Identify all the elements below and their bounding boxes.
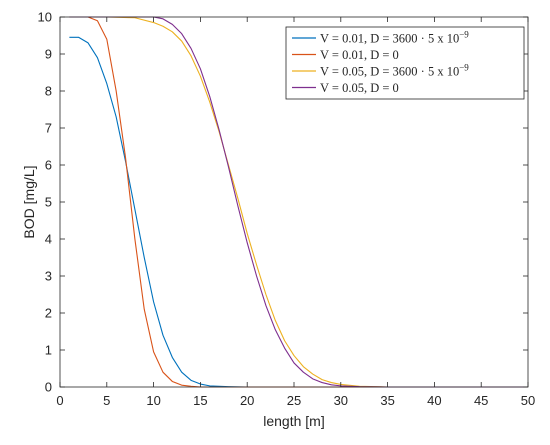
- legend-entry-1: V = 0.01, D = 3600 · 5 x 10−9: [320, 30, 469, 46]
- x-tick-label: 25: [287, 393, 301, 408]
- y-tick-label: 0: [45, 380, 52, 395]
- x-tick-label: 15: [193, 393, 207, 408]
- y-tick-label: 8: [45, 84, 52, 99]
- y-tick-label: 2: [45, 306, 52, 321]
- y-tick-label: 10: [38, 10, 52, 25]
- y-axis-label: BOD [mg/L]: [21, 165, 37, 238]
- y-tick-label: 6: [45, 158, 52, 173]
- x-tick-label: 45: [474, 393, 488, 408]
- legend-superscript: −9: [459, 30, 469, 40]
- x-axis-label: length [m]: [263, 413, 324, 429]
- legend-entry-2: V = 0.01, D = 0: [320, 48, 399, 62]
- x-tick-label: 35: [380, 393, 394, 408]
- y-tick-label: 4: [45, 232, 52, 247]
- x-tick-label: 5: [103, 393, 110, 408]
- y-tick-label: 9: [45, 47, 52, 62]
- x-tick-label: 50: [521, 393, 535, 408]
- legend-entry-4: V = 0.05, D = 0: [320, 81, 399, 95]
- legend-box: [285, 26, 525, 100]
- legend: V = 0.01, D = 3600 · 5 x 10−9 V = 0.01, D…: [285, 26, 525, 100]
- y-tick-label: 7: [45, 121, 52, 136]
- x-tick-label: 30: [334, 393, 348, 408]
- y-tick-label: 3: [45, 269, 52, 284]
- legend-superscript: −9: [459, 63, 469, 73]
- x-tick-label: 10: [146, 393, 160, 408]
- y-tick-label: 1: [45, 343, 52, 358]
- series-line-3: [69, 16, 528, 388]
- x-tick-label: 0: [56, 393, 63, 408]
- x-tick-label: 40: [427, 393, 441, 408]
- legend-entry-3: V = 0.05, D = 3600 · 5 x 10−9: [320, 63, 469, 79]
- series-line-4: [69, 16, 528, 388]
- x-tick-label: 20: [240, 393, 254, 408]
- y-tick-label: 5: [45, 195, 52, 210]
